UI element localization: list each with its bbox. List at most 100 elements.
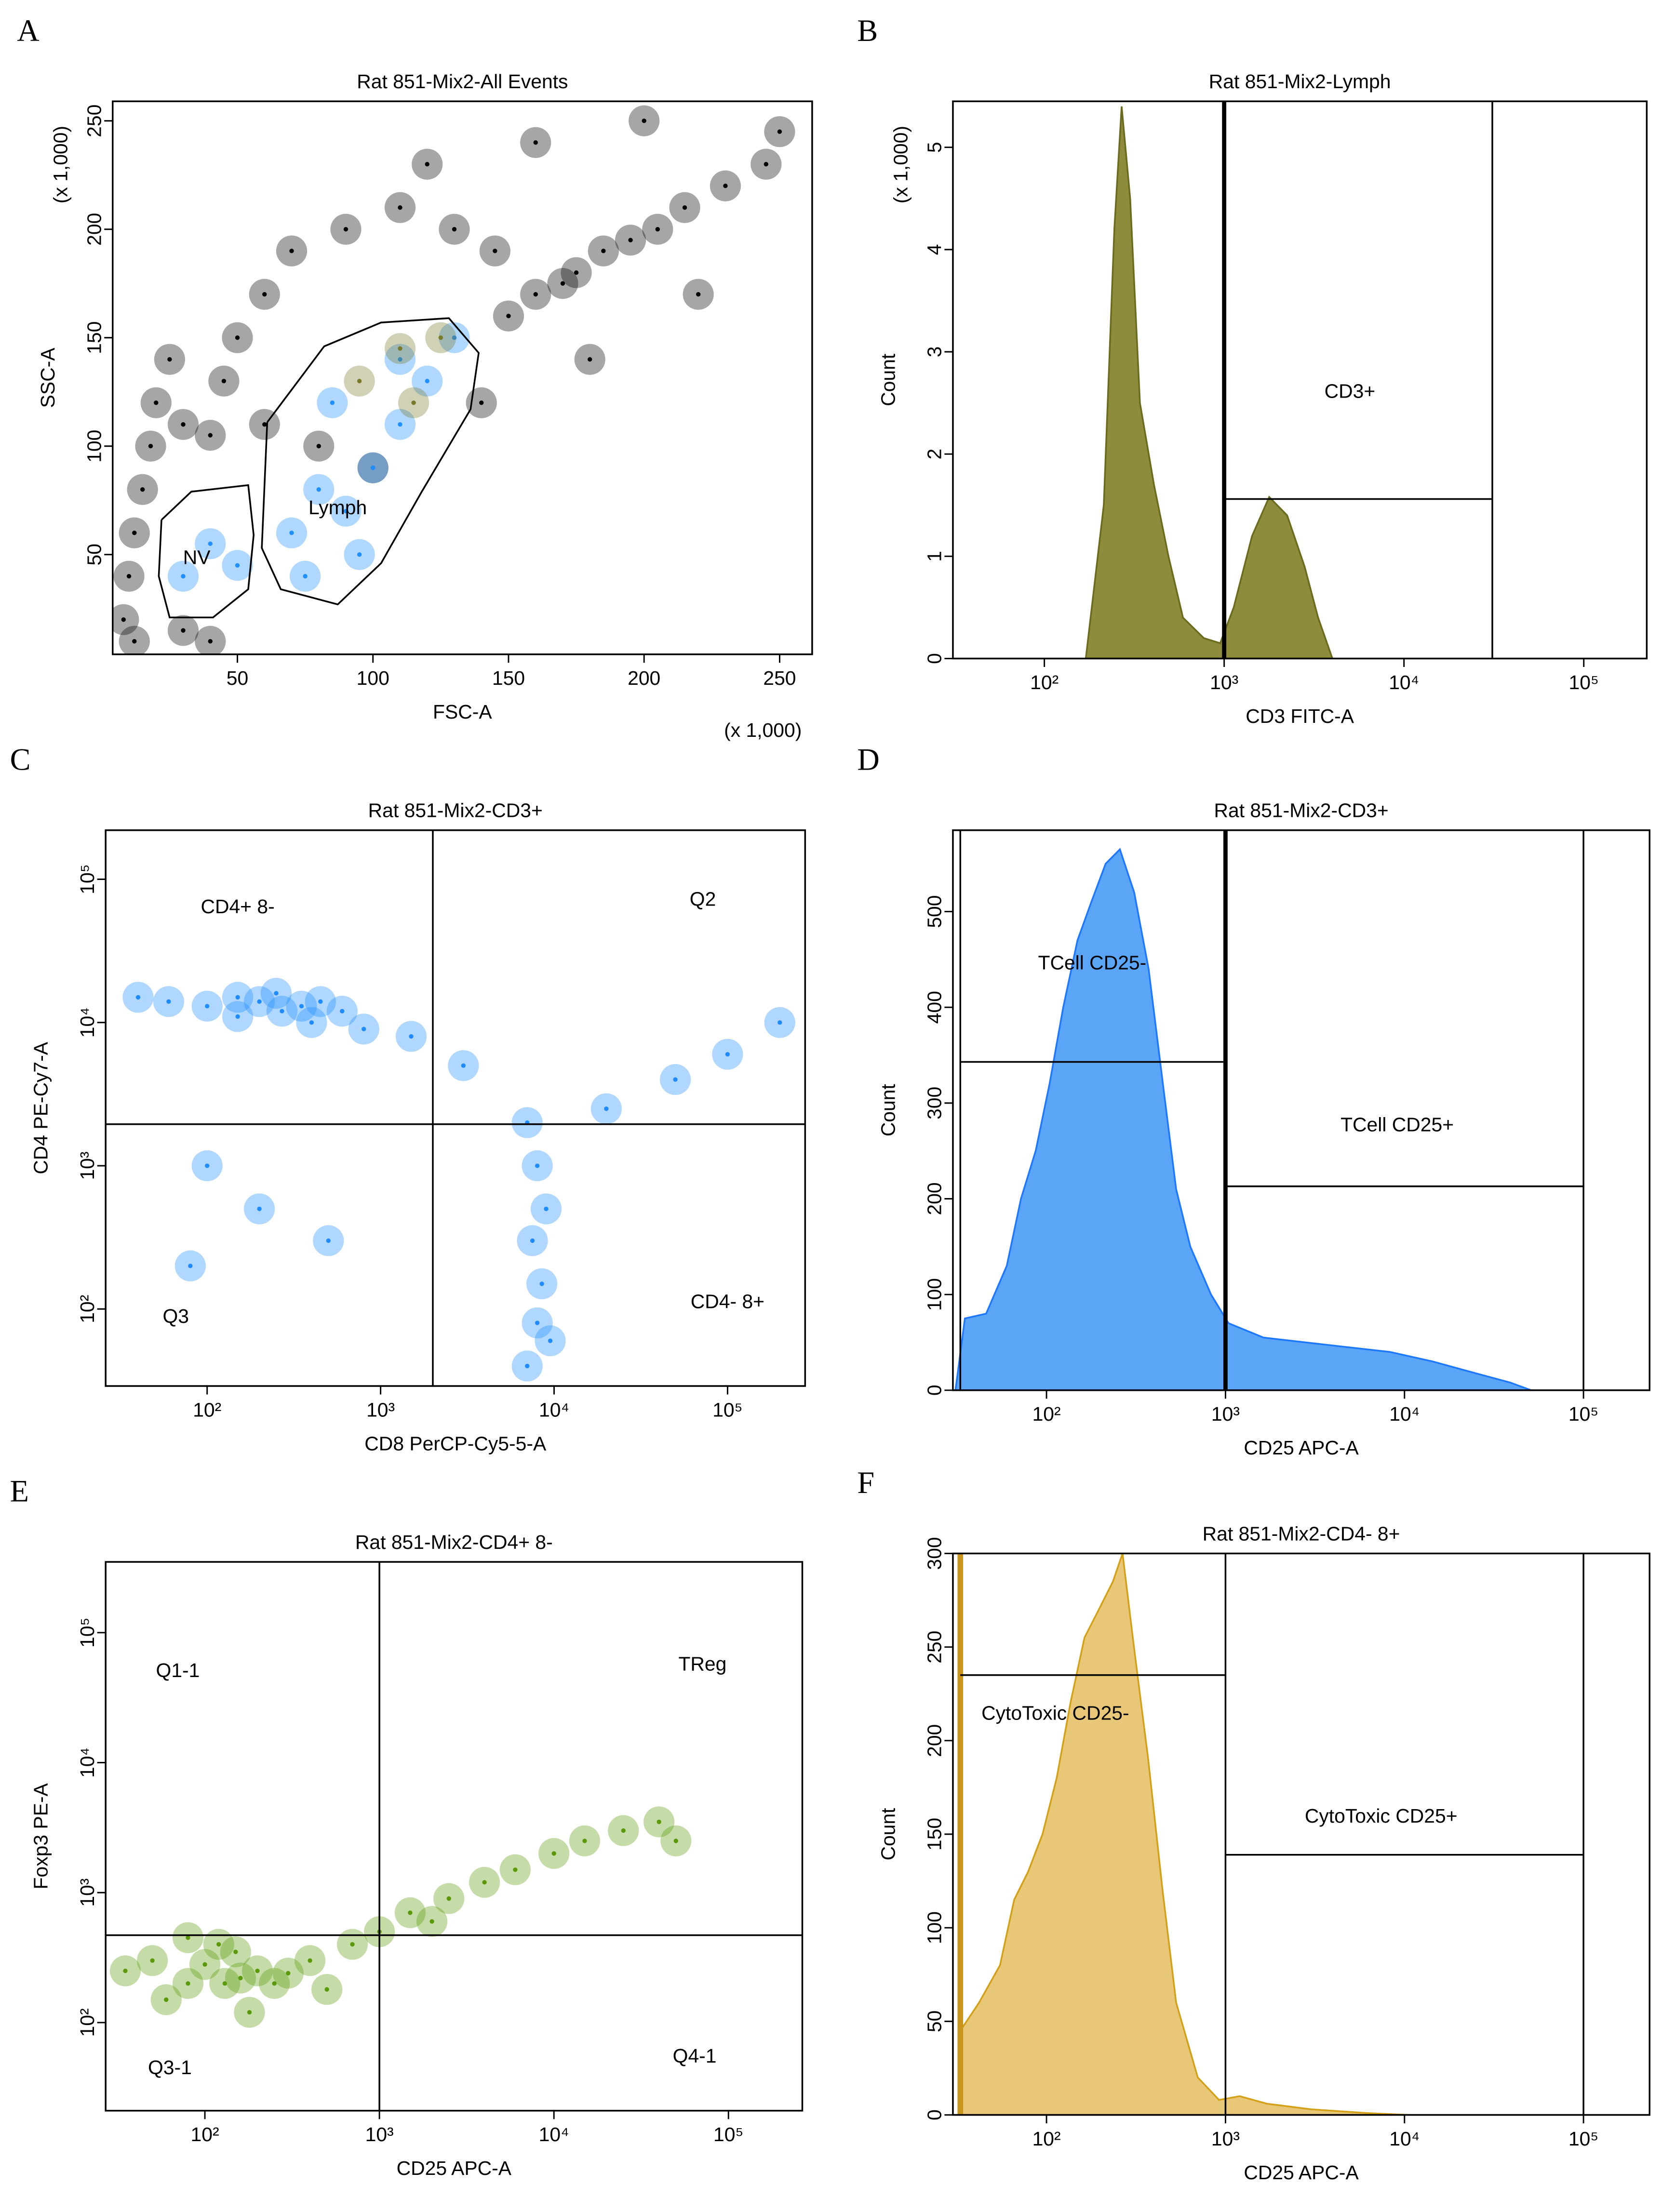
y-axis-label: Foxp3 PE-A bbox=[30, 1783, 52, 1890]
event-dot bbox=[262, 422, 267, 427]
y-tick-label: 200 bbox=[924, 1182, 946, 1215]
event-dot bbox=[725, 1052, 730, 1057]
y-tick-label: 150 bbox=[83, 321, 106, 354]
x-tick-label: 10³ bbox=[1210, 671, 1238, 693]
x-tick-label: 10⁵ bbox=[1569, 671, 1599, 693]
y-tick-label: 150 bbox=[924, 1818, 946, 1851]
gate-label: CytoToxic CD25- bbox=[981, 1702, 1129, 1724]
event-dot bbox=[479, 400, 484, 405]
event-dot bbox=[673, 1077, 678, 1082]
y-axis-label: Count bbox=[877, 1084, 899, 1137]
event-dot bbox=[233, 1949, 238, 1954]
y-tick-label: 400 bbox=[924, 991, 946, 1024]
event-dot bbox=[274, 991, 279, 996]
event-dot bbox=[164, 1997, 169, 2002]
panel: F Rat 851-Mix2-CD4- 8+ CytoToxic CD25- Cyto… bbox=[857, 1466, 1651, 2184]
y-tick-label: 0 bbox=[924, 2109, 946, 2120]
x-axis-label: CD8 PerCP-Cy5-5-A bbox=[364, 1432, 547, 1454]
event-dot bbox=[216, 1942, 221, 1947]
event-cloud bbox=[112, 604, 139, 635]
event-dot bbox=[132, 639, 137, 644]
event-dot bbox=[208, 541, 213, 546]
gate-label: Lymph bbox=[308, 496, 367, 519]
x-tick-label: 10² bbox=[1030, 671, 1059, 693]
event-dot bbox=[764, 162, 768, 167]
y-tick-label: 4 bbox=[924, 244, 946, 255]
event-dot bbox=[506, 314, 511, 319]
panel: B Rat 851-Mix2-Lymph CD3+ 10² 10³ 10⁴ 10⁵ 0 1 2 3 4… bbox=[857, 13, 1648, 727]
event-dot bbox=[628, 238, 633, 242]
gate-label: Q1-1 bbox=[156, 1659, 200, 1681]
plot-area bbox=[106, 1562, 803, 2111]
gate-label: CD3+ bbox=[1325, 380, 1376, 402]
event-dot bbox=[123, 1968, 128, 1973]
x-tick-label: 10² bbox=[191, 2123, 219, 2145]
event-dot bbox=[425, 162, 429, 167]
event-dot bbox=[299, 1004, 304, 1009]
gate-label: Q4-1 bbox=[673, 2045, 717, 2067]
plot-frame bbox=[105, 829, 806, 1387]
event-dot bbox=[289, 249, 294, 253]
x-tick-label: 10⁵ bbox=[1568, 2128, 1598, 2150]
event-dot bbox=[208, 433, 213, 438]
gate-label: TCell CD25- bbox=[1038, 952, 1147, 974]
event-dot bbox=[272, 1981, 277, 1986]
plot-frame bbox=[952, 829, 1651, 1391]
x-tick-label: 50 bbox=[227, 667, 248, 689]
event-dot bbox=[371, 466, 375, 470]
y-axis-label: SSC-A bbox=[37, 347, 59, 408]
event-dot bbox=[408, 1910, 413, 1915]
event-dot bbox=[357, 552, 362, 557]
gate bbox=[158, 484, 255, 618]
x-tick-label: 10⁵ bbox=[712, 1399, 742, 1421]
y-tick-label: 10⁵ bbox=[76, 864, 98, 894]
event-dot bbox=[655, 227, 660, 232]
event-dot bbox=[235, 563, 240, 568]
event-dot bbox=[205, 1004, 210, 1009]
event-dot bbox=[289, 531, 294, 535]
event-dot bbox=[221, 379, 227, 384]
event-dot bbox=[308, 1958, 312, 1963]
event-dot bbox=[188, 1264, 193, 1268]
event-dot bbox=[533, 140, 538, 145]
y-tick-label: 10⁴ bbox=[76, 1007, 98, 1038]
event-dot bbox=[330, 400, 335, 405]
gate bbox=[261, 317, 480, 606]
y-tick-label: 1 bbox=[924, 551, 946, 562]
y-tick-label: 250 bbox=[83, 105, 106, 137]
panel: D Rat 851-Mix2-CD3+ TCell CD25- TCell CD25+… bbox=[857, 742, 1651, 1459]
y-axis-label: Count bbox=[877, 1808, 899, 1861]
panel-letter: A bbox=[17, 13, 39, 48]
y-tick-label: 100 bbox=[924, 1278, 946, 1311]
x-axis-label: CD3 FITC-A bbox=[1246, 705, 1354, 727]
plot-area bbox=[112, 101, 812, 654]
y-tick-label: 250 bbox=[924, 1631, 946, 1664]
event-dot bbox=[262, 292, 267, 297]
event-dot bbox=[642, 119, 646, 123]
event-dot bbox=[181, 628, 186, 633]
y-tick-label: 10² bbox=[76, 1295, 98, 1323]
y-tick-label: 100 bbox=[924, 1911, 946, 1944]
x-tick-label: 10³ bbox=[366, 1399, 395, 1421]
event-dot bbox=[601, 249, 606, 253]
plot-frame bbox=[952, 100, 1648, 660]
gate-label: TCell CD25+ bbox=[1340, 1113, 1454, 1135]
event-dot bbox=[777, 129, 782, 134]
x-tick-label: 10⁴ bbox=[1389, 1403, 1420, 1425]
x-tick-label: 200 bbox=[628, 667, 660, 689]
event-dot bbox=[533, 292, 538, 297]
event-dot bbox=[257, 1206, 262, 1212]
y-tick-label: 50 bbox=[924, 2011, 946, 2032]
x-tick-label: 10⁵ bbox=[713, 2123, 743, 2145]
event-dot bbox=[167, 357, 172, 362]
event-dot bbox=[286, 1971, 291, 1976]
event-dot bbox=[588, 357, 592, 362]
x-axis-unit: (x 1,000) bbox=[724, 719, 802, 741]
event-dot bbox=[205, 1163, 210, 1168]
event-dot bbox=[398, 357, 402, 362]
event-dot bbox=[181, 422, 186, 427]
event-dot bbox=[166, 999, 171, 1004]
chart-title: Rat 851-Mix2-CD3+ bbox=[1214, 800, 1388, 822]
y-tick-label: 3 bbox=[924, 346, 946, 358]
event-dot bbox=[350, 1942, 355, 1947]
